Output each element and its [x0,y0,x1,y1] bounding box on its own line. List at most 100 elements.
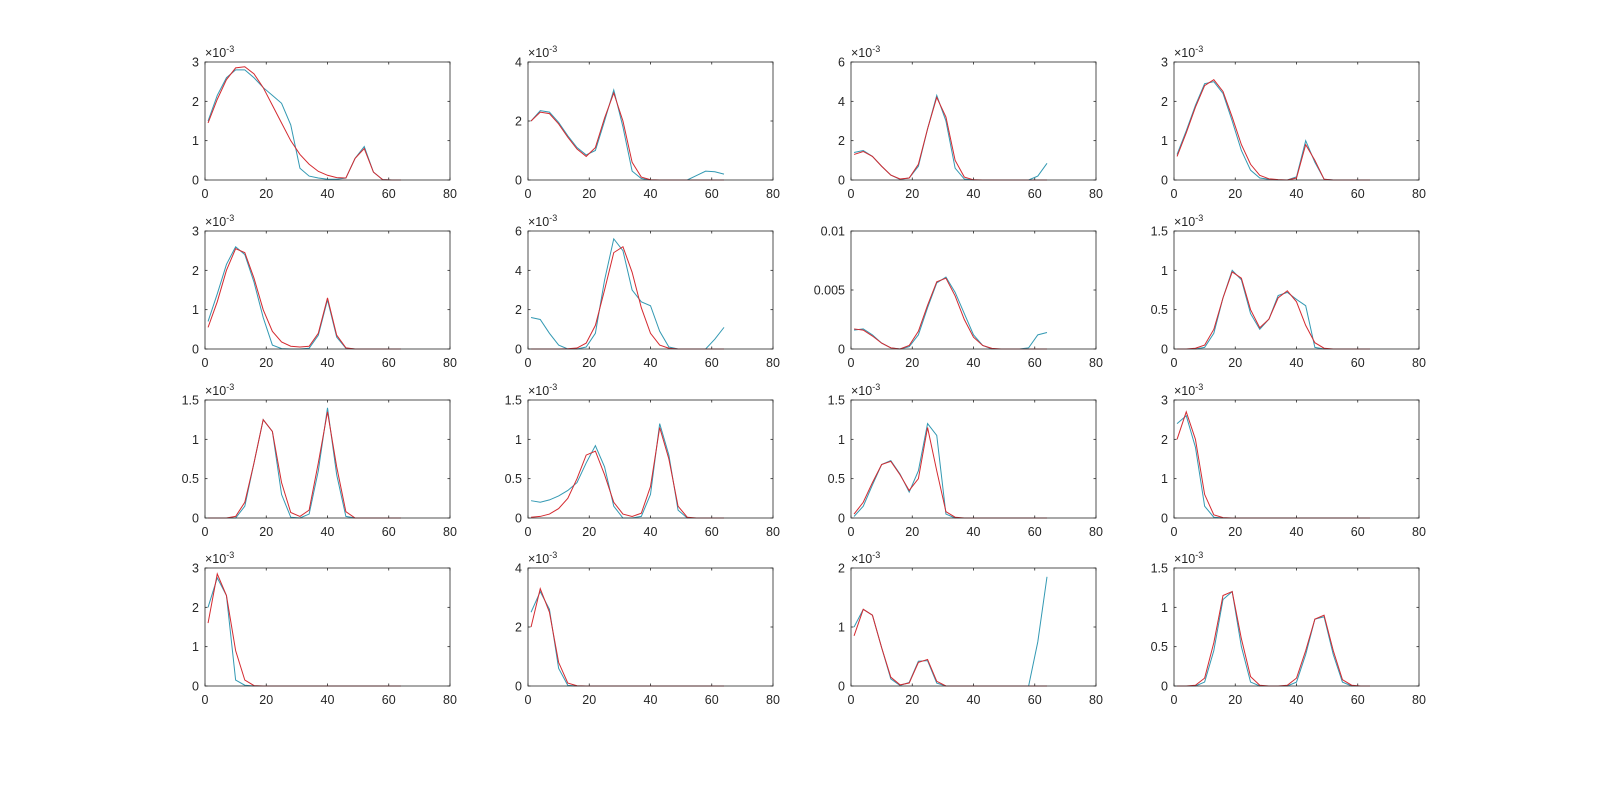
data-line [530,88,725,181]
exponent-power: -3 [226,550,234,560]
x-tick-label: 40 [967,693,981,707]
x-tick-label: 80 [1412,187,1426,201]
x-tick-label: 40 [967,525,981,539]
x-tick-label: 60 [382,525,396,539]
x-tick-label: 80 [1412,356,1426,370]
y-tick-label: 0.005 [814,284,845,298]
y-tick-label: 1 [1161,601,1168,615]
x-tick-label: 60 [382,693,396,707]
axes-frame [204,61,451,181]
subplot: 0 20 40 60 80 0 0.5 1 1.5 ×10-3 [1151,550,1426,707]
x-tick-label: 80 [1412,525,1426,539]
x-tick-label: 40 [967,356,981,370]
exponent-base: ×10 [528,46,549,60]
y-tick-label: 3 [192,56,199,70]
exponent-base: ×10 [205,215,226,229]
exponent-base: ×10 [1174,215,1195,229]
axes-frame [850,567,1097,687]
axes-background [205,62,450,180]
y-tick-label: 0 [192,343,199,357]
y-tick-label: 2 [838,134,845,148]
x-tick-label: 80 [1412,693,1426,707]
axes-frame [204,399,451,519]
x-tick-label: 20 [582,693,596,707]
x-tick-label: 60 [1028,356,1042,370]
exponent-power: -3 [226,382,234,392]
x-tick-label: 60 [705,187,719,201]
axes-frame [527,567,774,687]
axis-exponent: ×10-3 [528,213,557,229]
exponent-power: -3 [1195,213,1203,223]
axes-background [528,231,773,349]
x-tick-label: 20 [905,693,919,707]
y-tick-label: 0.5 [1151,640,1168,654]
x-tick-label: 0 [848,187,855,201]
y-tick-label: 2 [838,562,845,576]
x-tick-label: 80 [766,525,780,539]
x-tick-label: 40 [644,693,658,707]
y-tick-label: 1 [838,621,845,635]
y-tick-label: 0 [838,680,845,694]
axis-exponent: ×10-3 [851,44,880,60]
y-tick-label: 6 [515,225,522,239]
y-tick-label: 2 [192,95,199,109]
y-tick-label: 0.01 [821,225,845,239]
x-tick-label: 60 [382,187,396,201]
axes-background [1174,568,1419,686]
x-tick-label: 20 [1228,525,1242,539]
axis-exponent: ×10-3 [205,382,234,398]
x-tick-label: 0 [525,693,532,707]
y-tick-label: 0 [838,343,845,357]
y-tick-label: 0 [1161,174,1168,188]
x-tick-label: 20 [1228,693,1242,707]
x-tick-label: 60 [1028,693,1042,707]
exponent-power: -3 [549,550,557,560]
y-tick-label: 3 [1161,394,1168,408]
axes-background [1174,400,1419,518]
x-tick-label: 60 [1028,187,1042,201]
axes-background [205,400,450,518]
x-tick-label: 40 [1290,693,1304,707]
axes-frame [527,230,774,350]
y-tick-label: 4 [838,95,845,109]
x-tick-label: 0 [202,525,209,539]
y-tick-label: 0 [1161,680,1168,694]
y-tick-label: 1 [192,303,199,317]
x-tick-label: 60 [705,525,719,539]
x-tick-label: 20 [259,356,273,370]
x-tick-label: 20 [1228,356,1242,370]
x-tick-label: 80 [443,693,457,707]
y-tick-label: 0 [192,680,199,694]
y-tick-label: 2 [1161,433,1168,447]
x-tick-label: 0 [202,693,209,707]
axes-background [528,400,773,518]
subplot: 0 20 40 60 80 0 1 2 3 ×10-3 [192,213,457,370]
axes-frame [204,230,451,350]
exponent-base: ×10 [851,552,872,566]
x-tick-label: 20 [1228,187,1242,201]
y-tick-label: 2 [515,303,522,317]
subplot: 0 20 40 60 80 0 1 2 3 ×10-3 [1161,44,1426,201]
axes-frame [1173,230,1420,350]
y-tick-label: 1 [1161,134,1168,148]
x-tick-label: 80 [766,356,780,370]
y-tick-label: 0 [1161,512,1168,526]
x-tick-label: 40 [1290,525,1304,539]
x-tick-label: 20 [582,356,596,370]
x-tick-label: 60 [705,356,719,370]
x-tick-label: 0 [1171,356,1178,370]
x-tick-label: 80 [443,356,457,370]
exponent-base: ×10 [205,552,226,566]
axes-background [851,568,1096,686]
axes-frame [1173,567,1420,687]
exponent-base: ×10 [528,384,549,398]
axis-exponent: ×10-3 [851,550,880,566]
y-tick-label: 0 [838,512,845,526]
subplot: 0 20 40 60 80 0 2 4 ×10-3 [515,550,780,707]
exponent-power: -3 [226,44,234,54]
exponent-base: ×10 [205,46,226,60]
subplot: 0 20 40 60 80 0 1 2 ×10-3 [838,550,1103,707]
subplot: 0 20 40 60 80 0 1 2 3 ×10-3 [192,44,457,201]
y-tick-label: 0 [515,343,522,357]
